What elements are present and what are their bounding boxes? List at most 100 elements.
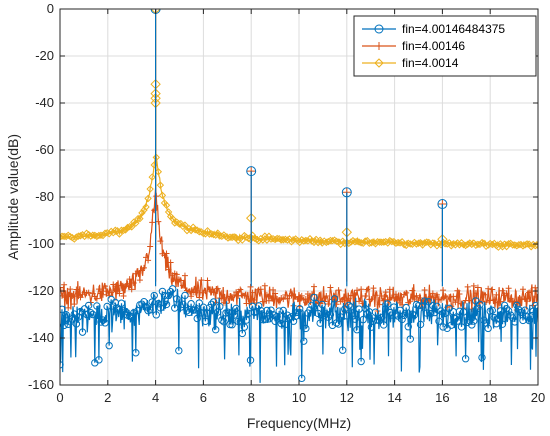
data-point bbox=[332, 237, 341, 246]
data-point bbox=[403, 289, 410, 296]
data-point bbox=[130, 280, 137, 287]
data-point bbox=[525, 316, 533, 325]
data-point bbox=[438, 296, 445, 303]
data-point bbox=[293, 308, 302, 317]
data-point bbox=[386, 286, 393, 293]
data-point bbox=[130, 309, 138, 317]
data-point bbox=[531, 242, 538, 250]
data-point bbox=[519, 286, 526, 293]
data-point bbox=[498, 320, 507, 328]
data-point bbox=[130, 218, 138, 226]
data-point bbox=[433, 291, 440, 298]
data-point bbox=[120, 292, 127, 299]
data-point bbox=[404, 323, 412, 331]
data-point bbox=[496, 307, 505, 315]
data-point bbox=[464, 283, 471, 290]
data-point bbox=[64, 320, 72, 328]
data-point bbox=[210, 289, 217, 296]
data-point bbox=[517, 308, 525, 317]
data-point bbox=[257, 286, 264, 293]
data-point bbox=[211, 231, 220, 239]
data-point bbox=[149, 219, 156, 226]
data-point bbox=[503, 290, 510, 297]
data-point bbox=[270, 286, 277, 293]
data-point bbox=[488, 306, 496, 315]
data-point bbox=[191, 306, 199, 314]
data-point bbox=[275, 307, 283, 315]
data-point bbox=[345, 301, 353, 310]
data-point bbox=[421, 287, 428, 294]
data-point bbox=[398, 238, 406, 246]
data-point bbox=[370, 285, 377, 292]
data-point bbox=[279, 306, 287, 315]
data-point bbox=[198, 277, 205, 284]
data-point bbox=[404, 239, 412, 247]
data-point bbox=[195, 299, 204, 307]
data-point bbox=[181, 221, 189, 229]
data-point bbox=[202, 288, 209, 295]
y-tick-label: -160 bbox=[28, 377, 54, 392]
data-point bbox=[394, 238, 402, 247]
axis-ticks: 0 2 4 6 8 10 12 14 16 18 20 0 -20 -40 -60 -80 -100 -120 -1… bbox=[28, 1, 545, 405]
data-point bbox=[336, 240, 345, 249]
data-point bbox=[468, 240, 476, 249]
data-point bbox=[345, 295, 352, 302]
data-point bbox=[388, 238, 396, 246]
data-point bbox=[474, 304, 482, 313]
data-point bbox=[429, 290, 436, 297]
data-point bbox=[263, 306, 271, 315]
data-point bbox=[76, 232, 85, 240]
data-point bbox=[314, 309, 322, 318]
data-point bbox=[168, 285, 177, 293]
data-point bbox=[533, 304, 538, 312]
data-point bbox=[143, 254, 150, 261]
data-point bbox=[377, 313, 386, 322]
data-point bbox=[155, 218, 162, 225]
data-point bbox=[355, 238, 363, 246]
data-point bbox=[318, 300, 326, 309]
data-point bbox=[246, 166, 257, 177]
data-point bbox=[374, 308, 381, 315]
data-point bbox=[150, 291, 158, 300]
series-3 bbox=[60, 9, 538, 251]
data-point bbox=[162, 201, 171, 209]
data-point bbox=[70, 235, 79, 243]
x-tick-label: 20 bbox=[531, 390, 545, 405]
data-point bbox=[60, 232, 68, 241]
data-point bbox=[347, 303, 355, 311]
data-point bbox=[527, 243, 535, 251]
data-point bbox=[62, 310, 70, 319]
data-point bbox=[400, 311, 408, 320]
data-point bbox=[398, 315, 406, 324]
data-point bbox=[233, 289, 240, 296]
data-point bbox=[485, 285, 492, 292]
data-point bbox=[99, 231, 107, 240]
data-point bbox=[121, 307, 130, 316]
data-point bbox=[267, 306, 275, 314]
data-point bbox=[173, 271, 180, 278]
data-point bbox=[162, 300, 171, 309]
data-point bbox=[451, 315, 460, 323]
data-point bbox=[422, 238, 431, 246]
data-point bbox=[459, 308, 468, 316]
data-point bbox=[95, 286, 102, 293]
data-point bbox=[371, 308, 380, 316]
data-point bbox=[417, 295, 424, 302]
data-point bbox=[302, 296, 309, 303]
data-point bbox=[422, 309, 431, 317]
data-point bbox=[478, 238, 486, 247]
data-point bbox=[265, 315, 273, 323]
data-point bbox=[531, 301, 538, 310]
data-point bbox=[60, 305, 66, 314]
data-point bbox=[396, 239, 404, 247]
x-tick-label: 2 bbox=[104, 390, 111, 405]
data-point bbox=[140, 264, 147, 271]
data-point bbox=[287, 313, 296, 321]
x-axis-title: Frequency(MHz) bbox=[247, 415, 351, 431]
legend-label: fin=4.00146 bbox=[402, 39, 465, 53]
data-point bbox=[532, 284, 538, 291]
data-point bbox=[216, 232, 224, 240]
data-point bbox=[361, 237, 369, 245]
data-point bbox=[429, 301, 437, 310]
data-point bbox=[494, 315, 503, 323]
